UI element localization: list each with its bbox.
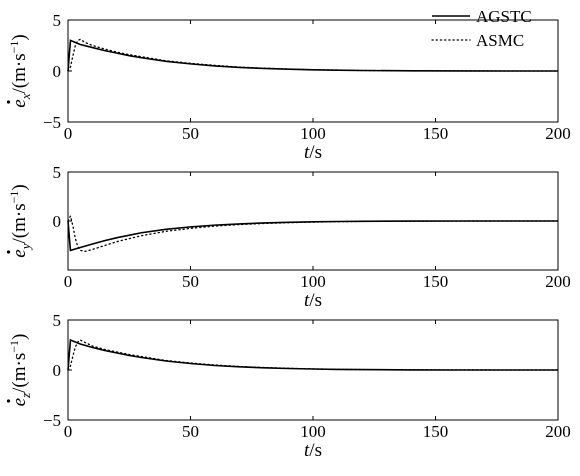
series-line-agstc xyxy=(67,220,558,252)
y-axis-unit: /(m·s xyxy=(9,53,30,93)
y-axis-close: ) xyxy=(9,334,30,340)
y-tick-label: 0 xyxy=(53,212,62,231)
x-tick-label: 50 xyxy=(182,124,199,143)
x-tick-label: 150 xyxy=(423,422,449,441)
x-tick-label: 200 xyxy=(545,124,571,143)
x-tick-label: 0 xyxy=(64,422,73,441)
y-axis-subscript: x xyxy=(18,93,33,100)
y-axis-exponent: −1 xyxy=(7,340,21,353)
series-line-agstc xyxy=(67,338,558,371)
y-axis-exponent: −1 xyxy=(7,191,21,204)
y-axis-unit: /(m·s xyxy=(9,353,30,393)
x-tick-label: 150 xyxy=(423,124,449,143)
x-axis-title: t/s xyxy=(304,290,322,311)
y-axis-var: e xyxy=(9,99,30,107)
y-axis-var: e xyxy=(9,398,30,406)
x-tick-label: 100 xyxy=(300,272,326,291)
y-tick-label: 5 xyxy=(53,163,62,182)
x-axis-title: t/s xyxy=(304,142,322,163)
y-axis-unit: /(m·s xyxy=(9,203,30,243)
y-axis-subscript: z xyxy=(18,393,33,399)
series-line-asmc xyxy=(67,214,559,253)
y-axis-dot-accent xyxy=(6,250,11,254)
x-tick-label: 150 xyxy=(423,272,449,291)
x-tick-label: 200 xyxy=(545,422,571,441)
y-tick-label: 5 xyxy=(53,311,62,330)
y-axis-dot-accent xyxy=(6,399,11,403)
y-axis-subscript: y xyxy=(18,243,33,251)
y-axis-exponent: −1 xyxy=(7,41,21,54)
x-tick-label: 0 xyxy=(64,124,73,143)
y-axis-close: ) xyxy=(9,34,30,40)
y-axis-title: ey/(m·s−1) xyxy=(7,184,33,257)
x-tick-label: 100 xyxy=(300,422,326,441)
x-tick-label: 200 xyxy=(545,272,571,291)
y-tick-label: −5 xyxy=(43,113,61,132)
y-axis-title: ex/(m·s−1) xyxy=(7,34,33,107)
x-tick-label: 50 xyxy=(182,272,199,291)
x-axis-var: t xyxy=(304,142,310,163)
y-tick-label: 0 xyxy=(53,62,62,81)
y-tick-label: −5 xyxy=(43,411,61,430)
y-axis-dot-accent xyxy=(6,100,11,104)
x-tick-label: 50 xyxy=(182,422,199,441)
y-axis-var: e xyxy=(9,249,30,257)
y-axis-close: ) xyxy=(9,184,30,190)
series-line-asmc xyxy=(67,339,559,371)
x-axis-title: t/s xyxy=(304,440,322,461)
y-axis-title: ez/(m·s−1) xyxy=(7,334,33,407)
x-tick-label: 0 xyxy=(64,272,73,291)
legend-label-agstc: AGSTC xyxy=(476,7,532,26)
y-tick-label: 0 xyxy=(53,361,62,380)
x-axis-var: t xyxy=(304,290,310,311)
series-line-asmc xyxy=(67,38,559,72)
legend-label-asmc: ASMC xyxy=(476,31,524,50)
x-tick-label: 100 xyxy=(300,124,326,143)
y-tick-label: 5 xyxy=(53,11,62,30)
x-axis-var: t xyxy=(304,440,310,461)
x-axis-unit: /s xyxy=(309,290,322,311)
x-axis-unit: /s xyxy=(309,440,322,461)
x-axis-unit: /s xyxy=(309,142,322,163)
